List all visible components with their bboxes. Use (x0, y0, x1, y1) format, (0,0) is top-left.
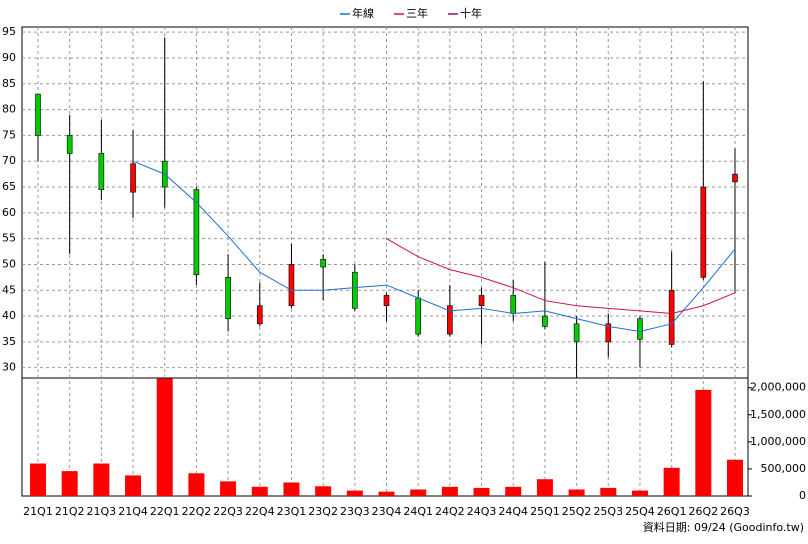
legend-label: 三年 (406, 6, 428, 20)
candle-body (668, 289, 675, 345)
x-tick-label: 23Q2 (308, 505, 338, 518)
candle-body (447, 305, 453, 335)
x-tick-label: 24Q2 (435, 505, 465, 518)
candle-body (732, 173, 738, 183)
candle-body (415, 297, 421, 335)
y-tick-label: 50 (2, 257, 16, 270)
volume-bar (378, 491, 395, 496)
x-tick-label: 22Q4 (245, 505, 275, 518)
legend-label: 年線 (352, 6, 374, 20)
y2-tick-label: 1,500,000 (750, 408, 806, 421)
y2-tick-label: 1,000,000 (750, 435, 806, 448)
candle-body (478, 295, 485, 307)
x-tick-label: 21Q4 (118, 505, 148, 518)
plot-frame (21, 26, 749, 497)
candle-body (66, 135, 73, 154)
y-tick-label: 85 (2, 77, 16, 90)
volume-bar (631, 490, 648, 496)
candle-body (98, 153, 105, 190)
x-tick-label: 21Q2 (55, 505, 85, 518)
y-tick-label: 70 (2, 154, 16, 167)
volume-bar (346, 490, 363, 496)
x-tick-label: 22Q1 (150, 505, 180, 518)
candle-body (35, 93, 41, 136)
candle-body (352, 271, 358, 309)
x-tick-label: 21Q1 (23, 505, 53, 518)
volume-bar (536, 479, 553, 496)
volume-bar (663, 467, 680, 496)
y-tick-label: 90 (2, 51, 16, 64)
source-note: 資料日期: 09/24 (Goodinfo.tw) (643, 520, 804, 534)
x-tick-label: 26Q3 (720, 505, 750, 518)
y-tick-label: 65 (2, 180, 16, 193)
legend-label: 十年 (460, 6, 482, 20)
x-tick-label: 26Q2 (688, 505, 718, 518)
x-tick-label: 24Q1 (403, 505, 433, 518)
volume-bar (156, 378, 173, 496)
volume-bar (30, 463, 46, 496)
volume-bar (283, 482, 300, 496)
volume-bar (188, 473, 205, 496)
candle-body (510, 295, 517, 314)
x-tick-label: 21Q3 (87, 505, 117, 518)
x-tick-label: 25Q4 (625, 505, 655, 518)
volume-bar (441, 486, 458, 496)
candle-body (700, 186, 707, 278)
y-tick-label: 55 (2, 232, 16, 245)
candle-body (573, 323, 580, 343)
volume-bar (473, 487, 490, 496)
y-tick-label: 45 (2, 283, 16, 296)
x-tick-label: 25Q3 (593, 505, 623, 518)
y-tick-label: 40 (2, 309, 16, 322)
x-tick-label: 26Q1 (657, 505, 687, 518)
volume-bar (727, 459, 743, 496)
y-tick-label: 35 (2, 335, 16, 348)
candle-body (256, 305, 263, 325)
volume-bar (410, 489, 427, 496)
candle-body (605, 323, 612, 343)
candle-body (383, 295, 390, 307)
y2-tick-label: 0 (799, 489, 806, 502)
x-tick-label: 24Q3 (467, 505, 497, 518)
volume-bar (61, 471, 78, 496)
candle-body (637, 318, 643, 340)
volume-bar (220, 481, 237, 496)
x-tick-label: 23Q1 (277, 505, 307, 518)
y2-tick-label: 500,000 (761, 462, 807, 475)
y-tick-label: 95 (2, 25, 16, 38)
candle-body (320, 258, 326, 268)
volume-bar (315, 486, 332, 496)
volume-bar (695, 389, 712, 496)
volume-bar (93, 463, 110, 496)
y2-tick-label: 2,000,000 (750, 381, 806, 394)
line-series (132, 160, 736, 333)
candle-body (288, 264, 295, 307)
candle-body (542, 315, 548, 327)
y-tick-label: 30 (2, 361, 16, 374)
x-tick-label: 24Q4 (498, 505, 528, 518)
y-tick-label: 80 (2, 103, 16, 116)
x-tick-label: 25Q1 (530, 505, 560, 518)
candle-body (130, 163, 136, 193)
candle-body (225, 277, 231, 319)
y-tick-label: 60 (2, 206, 16, 219)
volume-bar (600, 487, 617, 496)
line-series (386, 238, 736, 314)
volume-bar (568, 489, 585, 496)
volume-bar (251, 486, 268, 496)
x-tick-label: 22Q3 (213, 505, 243, 518)
volume-bar (125, 475, 142, 496)
x-tick-label: 23Q4 (372, 505, 402, 518)
volume-bar (505, 486, 522, 496)
x-tick-label: 23Q3 (340, 505, 370, 518)
candle-body (193, 189, 200, 276)
x-tick-label: 22Q2 (182, 505, 212, 518)
x-tick-label: 25Q2 (562, 505, 592, 518)
y-tick-label: 75 (2, 128, 16, 141)
